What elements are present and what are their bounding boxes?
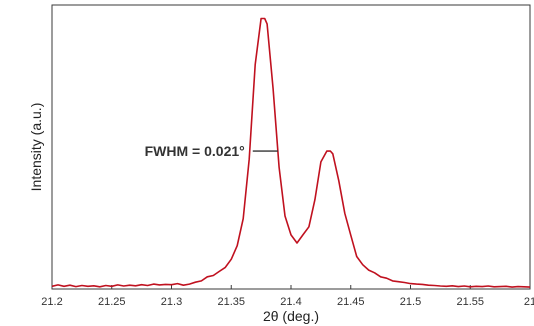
series-line	[51, 17, 531, 288]
x-tick-label: 21.55	[456, 296, 484, 308]
x-tick-label: 21.3	[161, 296, 182, 308]
x-tick-label: 21.2	[41, 296, 62, 308]
y-axis-label: Intensity (a.u.)	[28, 103, 44, 192]
x-axis-ticks: 21.2 21.25 21.3 21.35 21.4 21.45 21.5 21.55 21	[41, 285, 534, 308]
x-tick-label: 21.45	[337, 296, 365, 308]
x-tick-label: 21.5	[400, 296, 421, 308]
fwhm-annotation: FWHM = 0.021°	[145, 143, 245, 159]
x-tick-label: 21	[524, 296, 534, 308]
x-axis-label: 2θ (deg.)	[263, 308, 319, 324]
x-tick-label: 21.25	[98, 296, 126, 308]
plot-frame	[51, 4, 531, 290]
x-tick-label: 21.4	[280, 296, 301, 308]
x-tick-label: 21.35	[217, 296, 245, 308]
